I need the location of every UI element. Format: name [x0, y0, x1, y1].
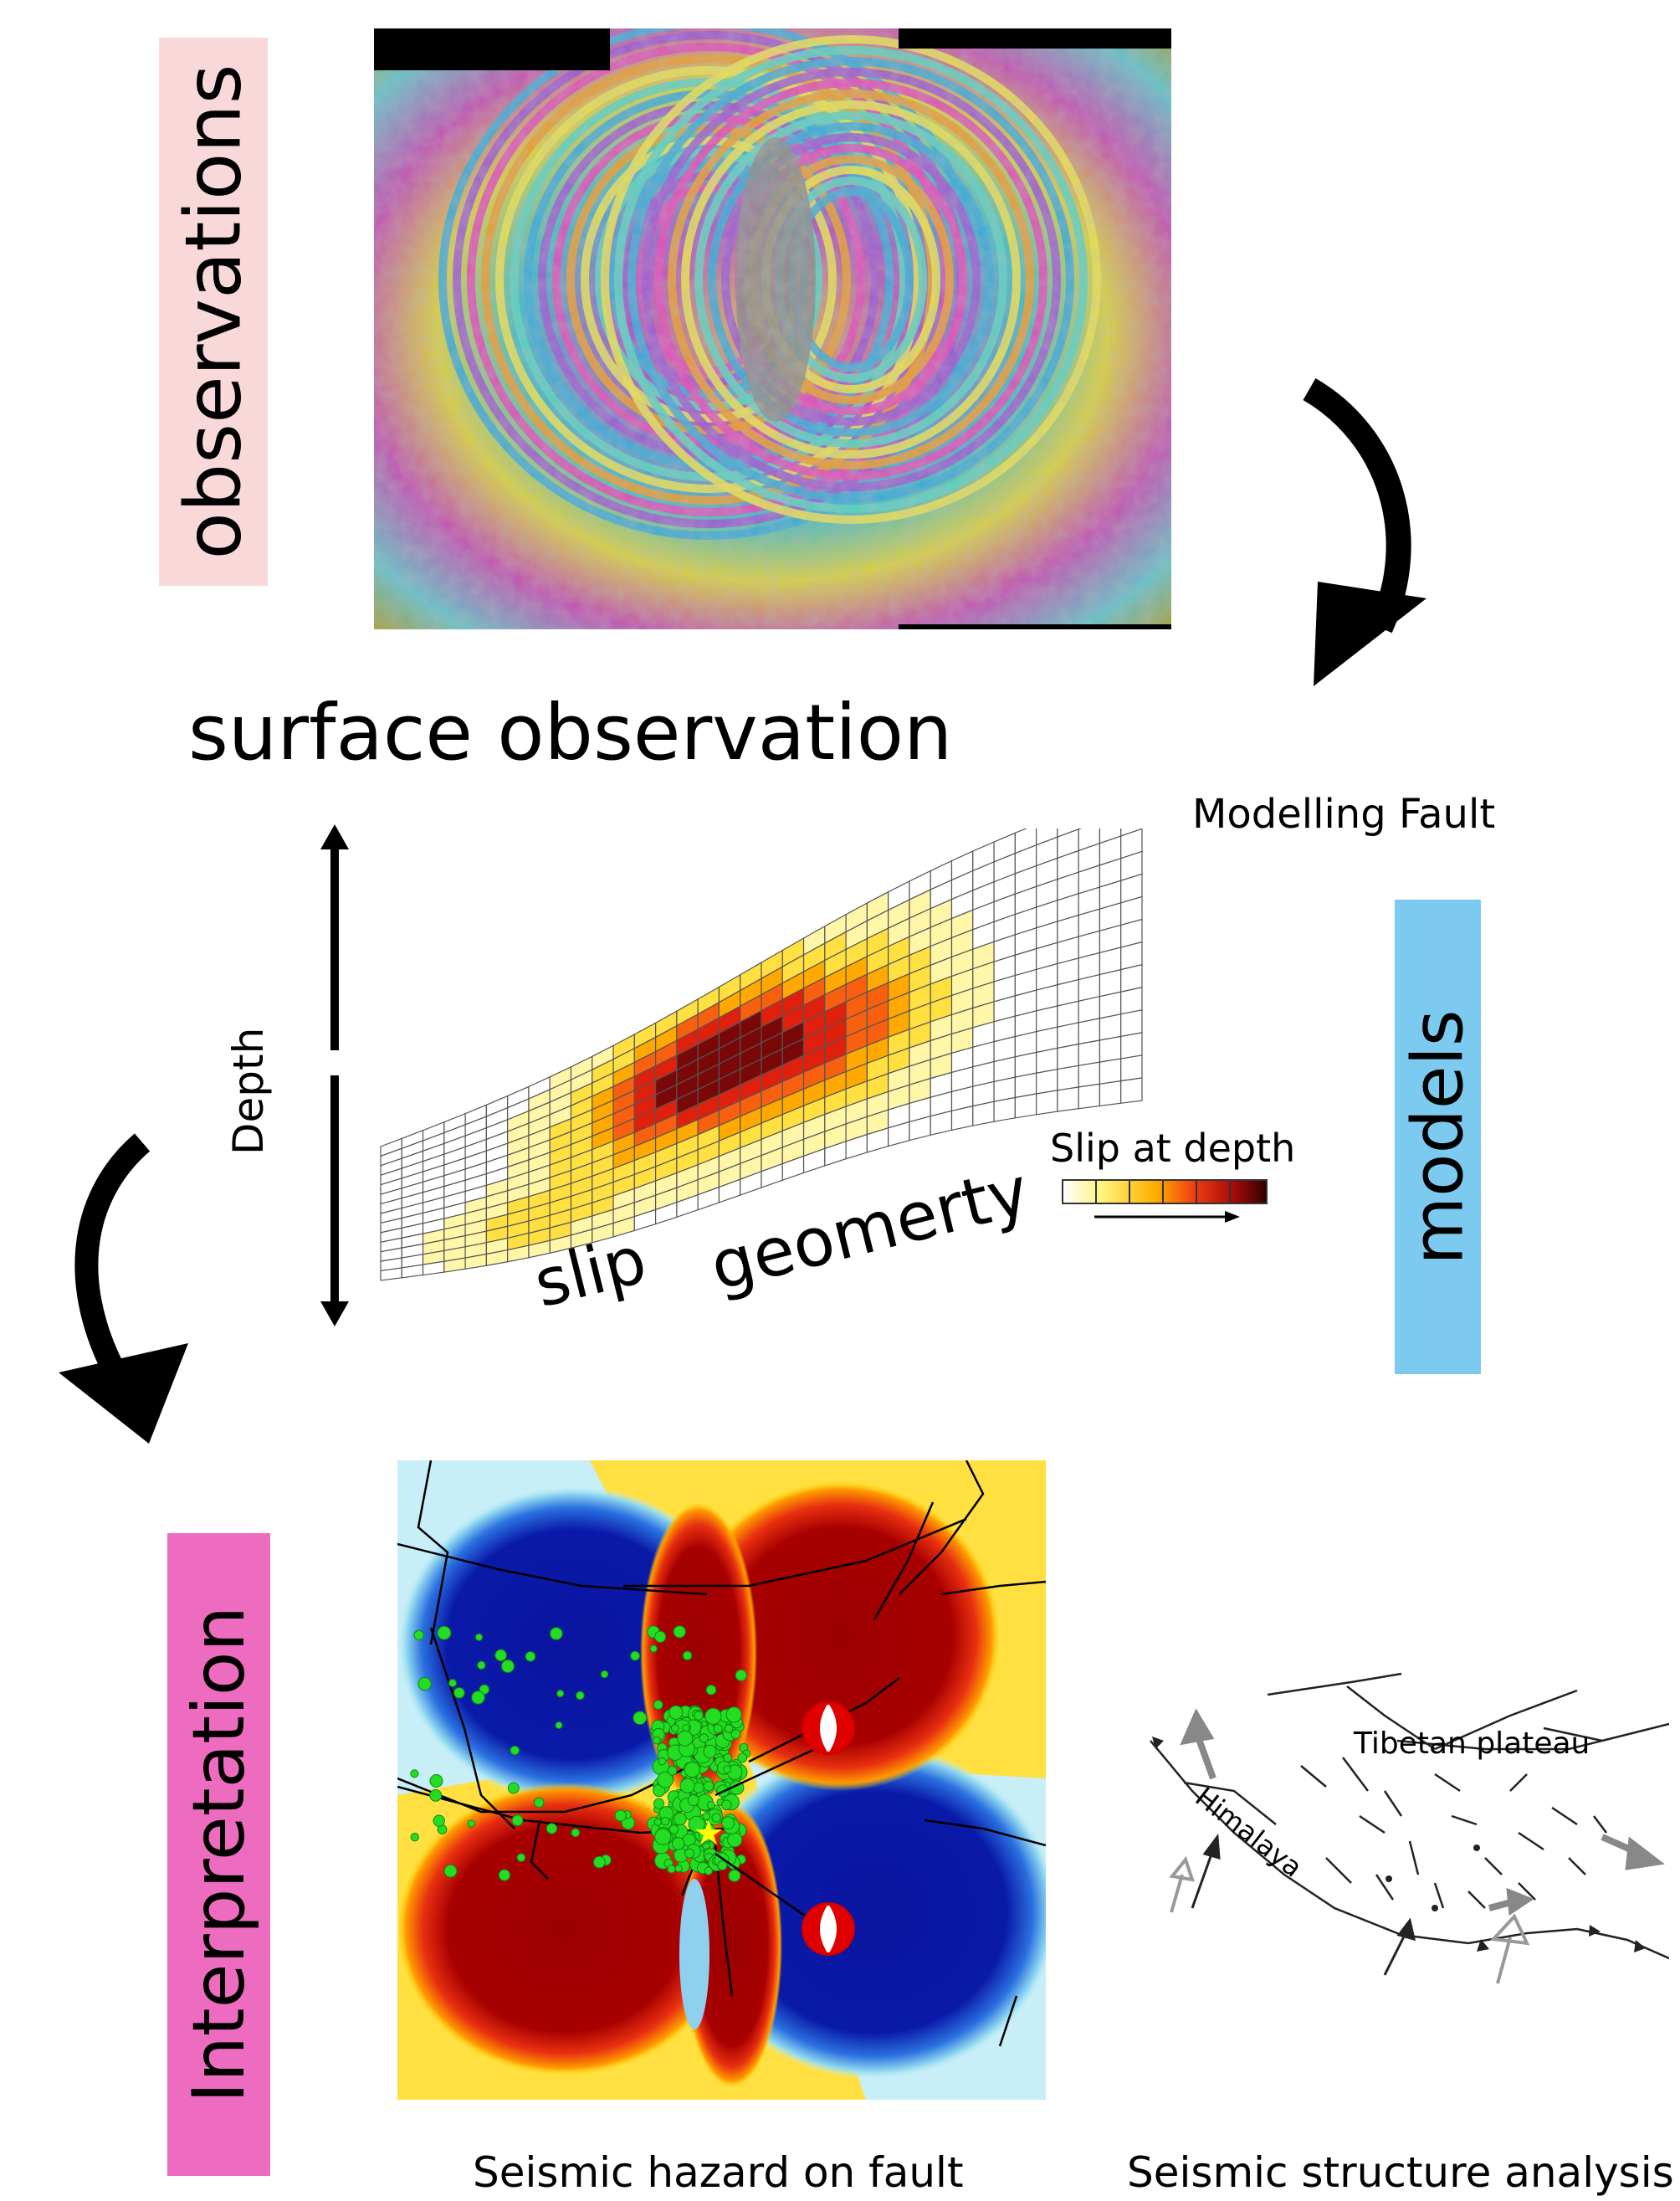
focal-mechanism-beachball-lower: [802, 1902, 855, 1956]
models-label-text: models: [1396, 1008, 1479, 1265]
interpretation-label-text: Interpretation: [177, 1606, 261, 2103]
observations-label-text: observations: [168, 64, 259, 560]
interpretation-label: Interpretation: [167, 1533, 270, 2176]
curved-arrow-left: [59, 1133, 188, 1444]
focal-mechanism-beachball-upper: [802, 1701, 855, 1755]
seismic-hazard-caption: Seismic hazard on fault: [473, 2148, 964, 2197]
depth-label: Depth: [224, 1027, 273, 1155]
insar-interferogram: [374, 28, 1171, 629]
stress-lobe-red-upper-right: [682, 1481, 1000, 1791]
depth-arrow: [320, 824, 349, 1326]
epicenter-star-icon: [695, 1820, 722, 1844]
aftershock-cloud: [410, 1625, 751, 1882]
slip-colorbar-title: Slip at depth: [1050, 1126, 1296, 1171]
fault-slip-model: [380, 829, 1143, 1281]
models-label: models: [1395, 900, 1481, 1374]
observations-label: observations: [159, 38, 268, 586]
stress-lobe-red-lower-left: [397, 1783, 732, 2075]
stress-lobe-blue-lower-right: [690, 1745, 1046, 2080]
terrain-texture: [374, 28, 1171, 629]
nodata-strip-right: [899, 28, 1171, 49]
curved-arrow-right: [1303, 378, 1426, 686]
tibetan-plateau-label: Tibetan plateau: [1354, 1726, 1590, 1761]
tectonic-sketch-map: [1150, 1672, 1669, 1984]
surface-observation-title: surface observation: [188, 688, 953, 777]
coulomb-stress-map: [397, 1460, 1046, 2100]
nodata-strip-left: [374, 28, 610, 70]
modelling-fault-label: Modelling Fault: [1192, 791, 1496, 838]
nodata-strip-bottom: [899, 624, 1171, 629]
seismic-structure-caption: Seismic structure analysis: [1127, 2148, 1674, 2197]
slip-colorbar: [1062, 1179, 1268, 1223]
